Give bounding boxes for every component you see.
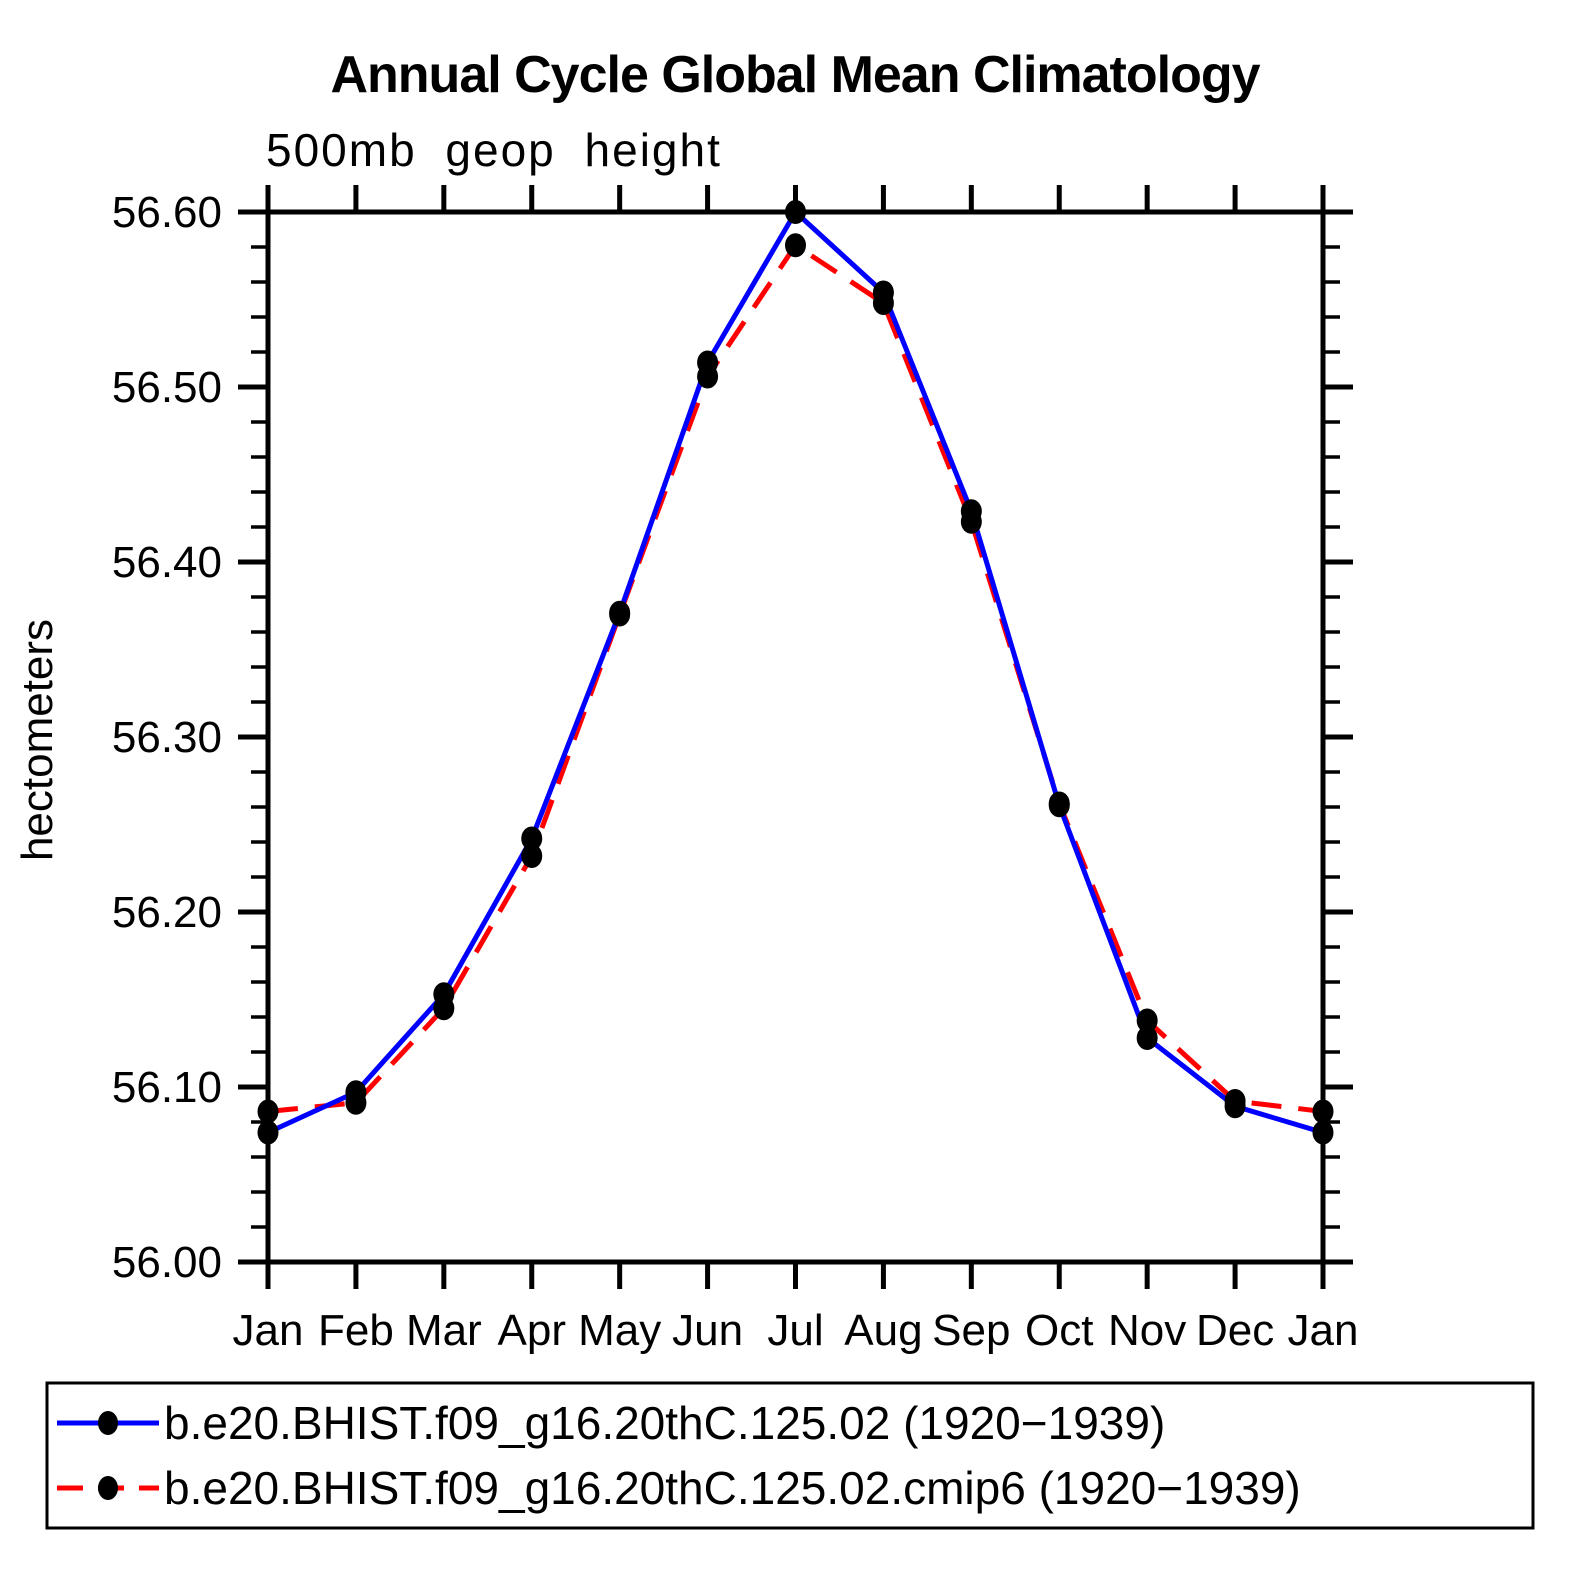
- x-tick-label: Jun: [672, 1306, 743, 1355]
- y-axis-title: hectometers: [13, 619, 62, 861]
- data-point-marker: [872, 280, 894, 305]
- series-line-2: [267, 241, 1324, 1114]
- series-line-1: [266, 208, 1324, 1135]
- data-point-marker: [521, 844, 543, 868]
- legend-marker-dot-icon: [98, 1411, 118, 1435]
- x-tick-label: Jan: [233, 1306, 304, 1355]
- x-tick-label: Sep: [932, 1306, 1010, 1355]
- x-tick-label: Jul: [767, 1306, 823, 1355]
- x-tick-label: Aug: [844, 1306, 922, 1355]
- x-tick-label: Mar: [406, 1306, 482, 1355]
- data-point-marker: [1312, 1120, 1334, 1145]
- x-tick-label: May: [578, 1306, 661, 1355]
- data-point-marker: [609, 600, 631, 625]
- legend-box: [45, 1381, 1535, 1530]
- x-tick-label: Jan: [1288, 1306, 1359, 1355]
- chart-title: Annual Cycle Global Mean Climatology: [330, 46, 1260, 104]
- chart-subtitle: 500mb geop height: [266, 124, 722, 176]
- data-point-marker: [521, 826, 543, 851]
- data-point-marker: [785, 200, 806, 224]
- data-point-marker: [1312, 1099, 1334, 1124]
- data-point-marker: [960, 499, 982, 524]
- y-tick-label: 56.40: [112, 538, 222, 587]
- data-point-marker: [1224, 1094, 1246, 1119]
- data-point-marker: [257, 1120, 279, 1145]
- data-point-marker: [1136, 1008, 1158, 1033]
- x-tick-label: Dec: [1196, 1306, 1274, 1355]
- data-point-marker: [785, 233, 806, 258]
- legend-label-series-2: b.e20.BHIST.f09_g16.20thC.125.02.cmip6 (…: [164, 1462, 1301, 1514]
- legend-marker-dot-icon: [98, 1476, 118, 1500]
- data-point-marker: [697, 350, 719, 375]
- x-tick-label: Apr: [498, 1306, 566, 1355]
- axis-frame: [265, 209, 1326, 1265]
- legend-item-series-1: b.e20.BHIST.f09_g16.20thC.125.02 (1920−1…: [57, 1397, 1165, 1449]
- y-tick-label: 56.20: [112, 888, 222, 937]
- legend-item-series-2: b.e20.BHIST.f09_g16.20thC.125.02.cmip6 (…: [57, 1462, 1301, 1514]
- data-point-marker: [257, 1099, 279, 1124]
- x-tick-label: Feb: [318, 1306, 394, 1355]
- x-tick-label: Nov: [1108, 1306, 1186, 1355]
- x-tick-label: Oct: [1025, 1306, 1093, 1355]
- legend: b.e20.BHIST.f09_g16.20thC.125.02 (1920−1…: [45, 1381, 1535, 1530]
- legend-label-series-1: b.e20.BHIST.f09_g16.20thC.125.02 (1920−1…: [164, 1397, 1165, 1449]
- y-tick-label: 56.50: [112, 363, 222, 412]
- y-tick-label: 56.30: [112, 713, 222, 762]
- data-point-marker: [1048, 793, 1070, 818]
- data-point-marker: [345, 1080, 367, 1105]
- data-point-marker: [433, 982, 455, 1007]
- y-tick-label: 56.60: [112, 188, 222, 237]
- data-point-marker: [1136, 1026, 1158, 1050]
- y-tick-label: 56.00: [112, 1238, 222, 1287]
- y-tick-label: 56.10: [112, 1063, 222, 1112]
- plot-area: 56.00 56.10 56.20 56.30 56.40 56.50 56.60 Jan Fe…: [112, 185, 1359, 1355]
